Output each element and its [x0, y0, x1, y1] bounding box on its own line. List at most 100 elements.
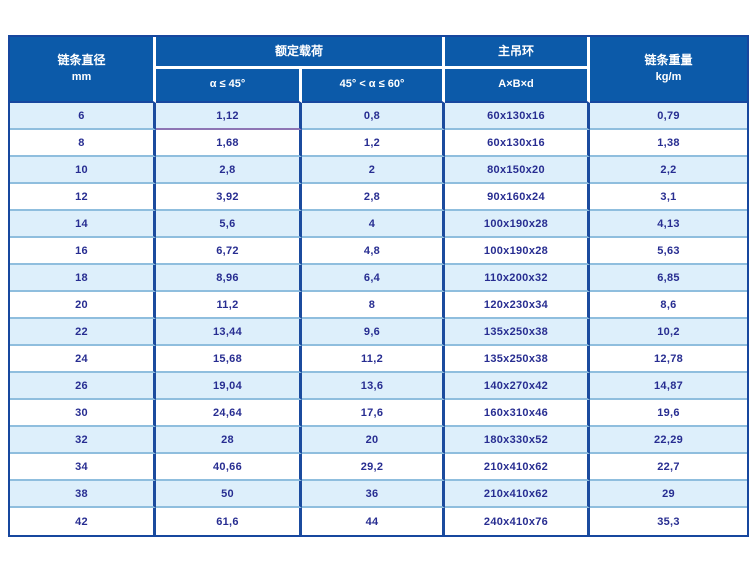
- cell-load-45-to-60: 11,2: [302, 346, 446, 373]
- cell-load-le-45: 1,12: [156, 103, 302, 130]
- cell-load-le-45: 15,68: [156, 346, 302, 373]
- cell-load-45-to-60: 4,8: [302, 238, 446, 265]
- cell-load-le-45: 24,64: [156, 400, 302, 427]
- cell-master-link-size: 100x190x28: [445, 211, 591, 238]
- table-row: 14 5,6 4 100x190x28 4,13: [10, 211, 748, 238]
- cell-chain-diameter: 20: [10, 292, 156, 319]
- cell-load-45-to-60: 0,8: [302, 103, 446, 130]
- cell-load-45-to-60: 8: [302, 292, 446, 319]
- cell-chain-diameter: 12: [10, 184, 156, 211]
- cell-load-le-45: 3,92: [156, 184, 302, 211]
- header-angle-45-to-60: 45° < α ≤ 60°: [302, 69, 446, 103]
- cell-master-link-size: 135x250x38: [445, 346, 591, 373]
- cell-chain-diameter: 22: [10, 319, 156, 346]
- table-row: 26 19,04 13,6 140x270x42 14,87: [10, 373, 748, 400]
- cell-chain-weight: 3,1: [590, 184, 748, 211]
- table-row: 6 1,12 0,8 60x130x16 0,79: [10, 103, 748, 130]
- cell-chain-diameter: 24: [10, 346, 156, 373]
- cell-master-link-size: 100x190x28: [445, 238, 591, 265]
- cell-load-le-45: 1,68: [156, 130, 302, 157]
- cell-chain-diameter: 32: [10, 427, 156, 454]
- cell-load-45-to-60: 20: [302, 427, 446, 454]
- table-row: 38 50 36 210x410x62 29: [10, 481, 748, 508]
- cell-master-link-size: 135x250x38: [445, 319, 591, 346]
- cell-load-45-to-60: 29,2: [302, 454, 446, 481]
- cell-chain-weight: 12,78: [590, 346, 748, 373]
- table-body: 6 1,12 0,8 60x130x16 0,79 8 1,68 1,2 60x130x16 1,…: [10, 103, 748, 535]
- header-chain-diameter: 链条直径 mm: [10, 37, 156, 103]
- cell-load-45-to-60: 4: [302, 211, 446, 238]
- cell-chain-diameter: 8: [10, 130, 156, 157]
- cell-load-45-to-60: 2,8: [302, 184, 446, 211]
- table-row: 20 11,2 8 120x230x34 8,6: [10, 292, 748, 319]
- cell-chain-weight: 19,6: [590, 400, 748, 427]
- table-row: 18 8,96 6,4 110x200x32 6,85: [10, 265, 748, 292]
- header-abd-dimensions: A×B×d: [445, 69, 591, 103]
- cell-master-link-size: 160x310x46: [445, 400, 591, 427]
- header-chain-weight: 链条重量 kg/m: [590, 37, 748, 103]
- table-row: 34 40,66 29,2 210x410x62 22,7: [10, 454, 748, 481]
- cell-load-45-to-60: 6,4: [302, 265, 446, 292]
- table-row: 8 1,68 1,2 60x130x16 1,38: [10, 130, 748, 157]
- cell-chain-weight: 14,87: [590, 373, 748, 400]
- cell-chain-weight: 1,38: [590, 130, 748, 157]
- cell-load-45-to-60: 44: [302, 508, 446, 535]
- cell-chain-diameter: 26: [10, 373, 156, 400]
- header-chain-weight-title: 链条重量: [644, 53, 693, 68]
- table-row: 16 6,72 4,8 100x190x28 5,63: [10, 238, 748, 265]
- table-row: 10 2,8 2 80x150x20 2,2: [10, 157, 748, 184]
- table-row: 32 28 20 180x330x52 22,29: [10, 427, 748, 454]
- cell-master-link-size: 180x330x52: [445, 427, 591, 454]
- cell-chain-weight: 22,29: [590, 427, 748, 454]
- cell-chain-diameter: 42: [10, 508, 156, 535]
- cell-chain-weight: 29: [590, 481, 748, 508]
- cell-load-45-to-60: 13,6: [302, 373, 446, 400]
- cell-chain-weight: 4,13: [590, 211, 748, 238]
- table-header: 链条直径 mm 额定载荷 主吊环 链条重量 kg/m α ≤ 45° 45° <…: [10, 37, 748, 103]
- cell-master-link-size: 120x230x34: [445, 292, 591, 319]
- header-chain-weight-unit: kg/m: [655, 70, 682, 83]
- cell-load-45-to-60: 36: [302, 481, 446, 508]
- header-chain-diameter-title: 链条直径: [57, 53, 106, 68]
- cell-load-le-45: 11,2: [156, 292, 302, 319]
- cell-load-le-45: 61,6: [156, 508, 302, 535]
- cell-chain-weight: 35,3: [590, 508, 748, 535]
- cell-chain-diameter: 16: [10, 238, 156, 265]
- cell-master-link-size: 60x130x16: [445, 130, 591, 157]
- cell-master-link-size: 60x130x16: [445, 103, 591, 130]
- cell-master-link-size: 80x150x20: [445, 157, 591, 184]
- cell-chain-weight: 22,7: [590, 454, 748, 481]
- cell-chain-diameter: 30: [10, 400, 156, 427]
- cell-load-45-to-60: 9,6: [302, 319, 446, 346]
- cell-load-le-45: 5,6: [156, 211, 302, 238]
- cell-master-link-size: 110x200x32: [445, 265, 591, 292]
- cell-chain-weight: 6,85: [590, 265, 748, 292]
- cell-load-le-45: 40,66: [156, 454, 302, 481]
- cell-load-le-45: 50: [156, 481, 302, 508]
- header-rated-load-group: 额定载荷: [156, 37, 446, 69]
- cell-chain-diameter: 38: [10, 481, 156, 508]
- cell-chain-diameter: 14: [10, 211, 156, 238]
- cell-chain-weight: 0,79: [590, 103, 748, 130]
- header-group-row: 链条直径 mm 额定载荷 主吊环 链条重量 kg/m: [10, 37, 748, 103]
- cell-load-le-45: 19,04: [156, 373, 302, 400]
- cell-load-le-45: 8,96: [156, 265, 302, 292]
- cell-master-link-size: 140x270x42: [445, 373, 591, 400]
- cell-chain-weight: 10,2: [590, 319, 748, 346]
- cell-load-le-45: 13,44: [156, 319, 302, 346]
- cell-chain-diameter: 34: [10, 454, 156, 481]
- cell-chain-weight: 8,6: [590, 292, 748, 319]
- table-row: 22 13,44 9,6 135x250x38 10,2: [10, 319, 748, 346]
- table-row: 24 15,68 11,2 135x250x38 12,78: [10, 346, 748, 373]
- header-chain-diameter-unit: mm: [71, 70, 92, 83]
- header-angle-le-45: α ≤ 45°: [156, 69, 302, 103]
- cell-master-link-size: 210x410x62: [445, 454, 591, 481]
- chain-spec-table: 链条直径 mm 额定载荷 主吊环 链条重量 kg/m α ≤ 45° 45° <…: [10, 37, 748, 535]
- header-sub-row: α ≤ 45° 45° < α ≤ 60° A×B×d: [10, 69, 747, 103]
- header-master-link-group: 主吊环: [445, 37, 591, 69]
- cell-load-45-to-60: 2: [302, 157, 446, 184]
- cell-master-link-size: 210x410x62: [445, 481, 591, 508]
- chain-spec-table-frame: 链条直径 mm 额定载荷 主吊环 链条重量 kg/m α ≤ 45° 45° <…: [8, 35, 750, 537]
- table-row: 30 24,64 17,6 160x310x46 19,6: [10, 400, 748, 427]
- cell-chain-diameter: 6: [10, 103, 156, 130]
